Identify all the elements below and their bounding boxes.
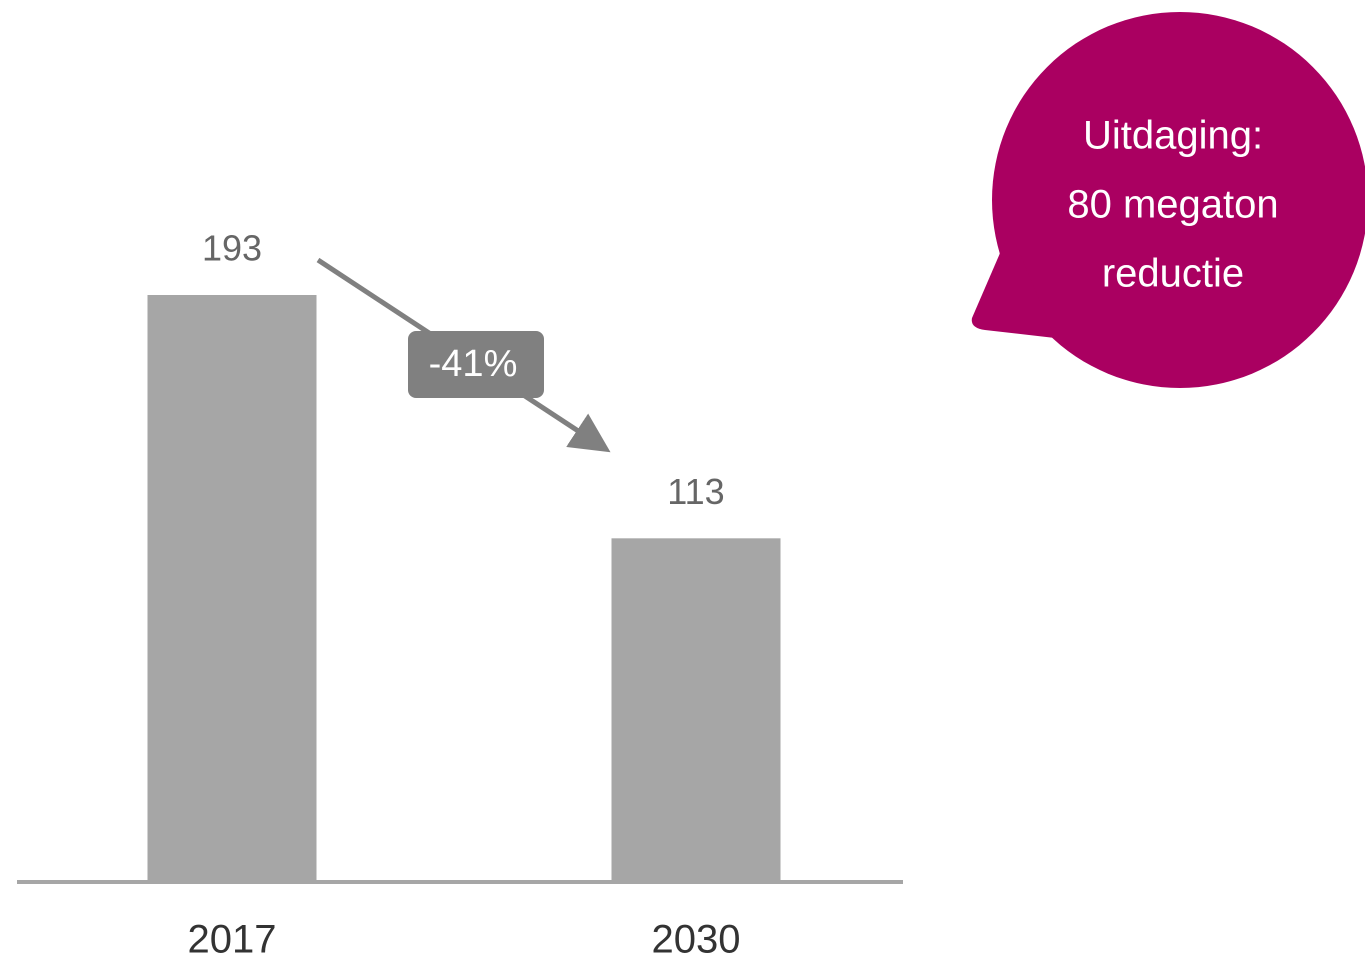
bubble-tail (971, 230, 1055, 338)
value-label: 113 (667, 471, 724, 512)
bar (611, 538, 781, 882)
value-label: 193 (202, 228, 262, 269)
x-tick-label: 2030 (652, 918, 741, 962)
callout-line: 80 megaton (1067, 183, 1278, 227)
change-box (408, 331, 544, 398)
callout-bubble (971, 12, 1365, 388)
bubble-circle (992, 12, 1365, 388)
callout-line: reductie (1102, 252, 1244, 296)
change-label: -41% (429, 343, 518, 385)
x-tick-label: 2017 (188, 918, 277, 962)
bar (147, 295, 317, 882)
callout-line: Uitdaging: (1083, 114, 1263, 158)
